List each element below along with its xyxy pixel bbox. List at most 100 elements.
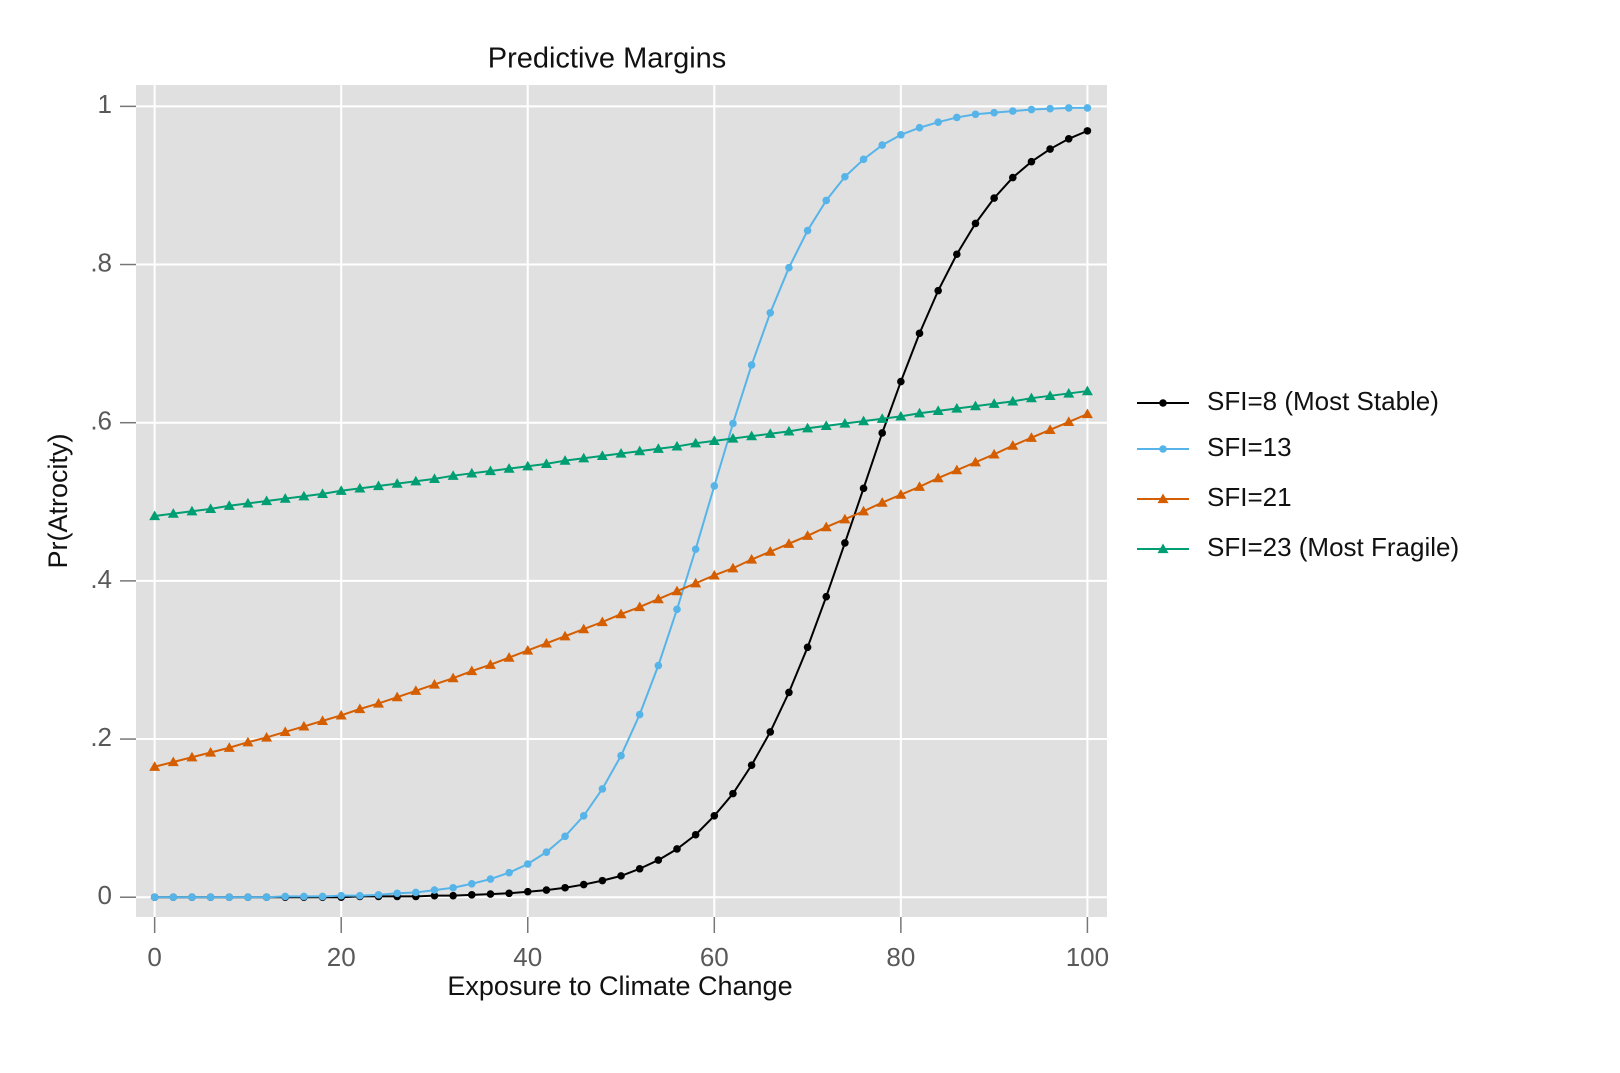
data-point xyxy=(484,465,496,476)
data-point xyxy=(710,482,719,490)
data-point xyxy=(596,450,608,461)
data-point xyxy=(876,497,888,507)
data-point xyxy=(878,141,887,149)
data-point xyxy=(802,422,814,433)
data-point xyxy=(261,731,273,742)
data-point xyxy=(820,420,832,430)
data-point xyxy=(542,848,551,856)
data-point xyxy=(1083,104,1092,112)
data-point xyxy=(859,155,868,164)
data-point xyxy=(188,893,196,902)
data-point xyxy=(167,508,179,518)
legend-text: SFI=23 (Most Fragile) xyxy=(1207,532,1459,562)
data-point xyxy=(1027,105,1036,114)
data-point xyxy=(186,505,198,516)
data-point xyxy=(635,864,644,873)
data-point xyxy=(261,495,273,506)
data-point xyxy=(803,226,812,235)
data-point xyxy=(708,569,720,580)
data-point xyxy=(822,196,831,205)
data-point xyxy=(691,830,700,839)
data-point xyxy=(542,886,551,894)
data-point xyxy=(598,785,607,793)
data-point xyxy=(523,860,532,868)
data-point xyxy=(708,435,720,446)
data-point xyxy=(1007,395,1019,406)
data-point xyxy=(617,872,625,880)
data-point xyxy=(914,407,926,418)
data-point xyxy=(634,601,646,612)
data-point xyxy=(1007,440,1019,450)
data-point xyxy=(1046,145,1054,153)
data-point xyxy=(169,893,178,902)
data-point xyxy=(969,456,981,467)
data-point xyxy=(1081,408,1093,419)
data-point xyxy=(505,889,513,898)
data-point xyxy=(895,410,907,421)
data-point xyxy=(932,405,944,415)
data-point xyxy=(596,616,608,627)
y-tick-label: .2 xyxy=(90,722,112,752)
data-point xyxy=(990,108,998,117)
data-point xyxy=(1063,387,1075,398)
data-point xyxy=(634,445,646,456)
data-point xyxy=(300,892,308,901)
data-point xyxy=(205,503,217,514)
data-point xyxy=(839,417,851,428)
data-point xyxy=(578,452,590,463)
data-point xyxy=(486,890,495,898)
legend-text: SFI=8 (Most Stable) xyxy=(1207,386,1439,416)
y-tick-label: 1 xyxy=(98,89,112,119)
data-point xyxy=(579,811,588,820)
legend-text: SFI=13 xyxy=(1207,432,1292,462)
plot-background xyxy=(136,85,1107,917)
data-point xyxy=(1063,416,1075,427)
data-point xyxy=(934,118,942,126)
data-point xyxy=(540,637,552,648)
data-point xyxy=(167,756,179,767)
data-point xyxy=(410,475,422,486)
data-point xyxy=(354,703,366,714)
data-point xyxy=(671,585,683,596)
data-point xyxy=(727,562,739,573)
data-point xyxy=(373,480,385,491)
data-point xyxy=(354,482,366,493)
data-point xyxy=(747,361,756,369)
data-point xyxy=(559,455,571,465)
data-point xyxy=(746,430,758,441)
data-point xyxy=(150,893,159,902)
data-point xyxy=(447,672,459,683)
x-axis-label: Exposure to Climate Change xyxy=(447,971,792,1001)
data-point xyxy=(449,883,457,892)
data-point xyxy=(206,893,215,902)
data-point xyxy=(335,485,347,495)
data-point xyxy=(785,263,793,272)
data-point xyxy=(1044,390,1056,400)
data-point xyxy=(391,691,403,702)
data-point xyxy=(673,845,681,853)
data-point xyxy=(335,709,347,720)
y-tick-label: .6 xyxy=(90,406,112,436)
data-point xyxy=(859,484,868,493)
data-point xyxy=(971,219,980,228)
data-point xyxy=(561,883,569,892)
data-point xyxy=(803,643,812,652)
data-point xyxy=(652,443,664,453)
data-point xyxy=(279,726,291,737)
data-point xyxy=(615,608,627,619)
data-point xyxy=(615,448,627,458)
data-point xyxy=(1025,392,1037,403)
data-point xyxy=(839,513,851,524)
chart-title: Predictive Margins xyxy=(488,43,727,75)
data-point xyxy=(953,250,961,259)
data-point xyxy=(393,889,401,898)
data-point xyxy=(729,419,737,428)
data-point xyxy=(841,539,849,547)
data-point xyxy=(484,659,496,669)
data-point xyxy=(149,761,161,771)
data-point xyxy=(988,398,1000,408)
data-point xyxy=(951,402,963,413)
legend-marker xyxy=(1157,543,1169,554)
x-tick-label: 60 xyxy=(700,942,729,972)
data-point xyxy=(953,113,961,122)
